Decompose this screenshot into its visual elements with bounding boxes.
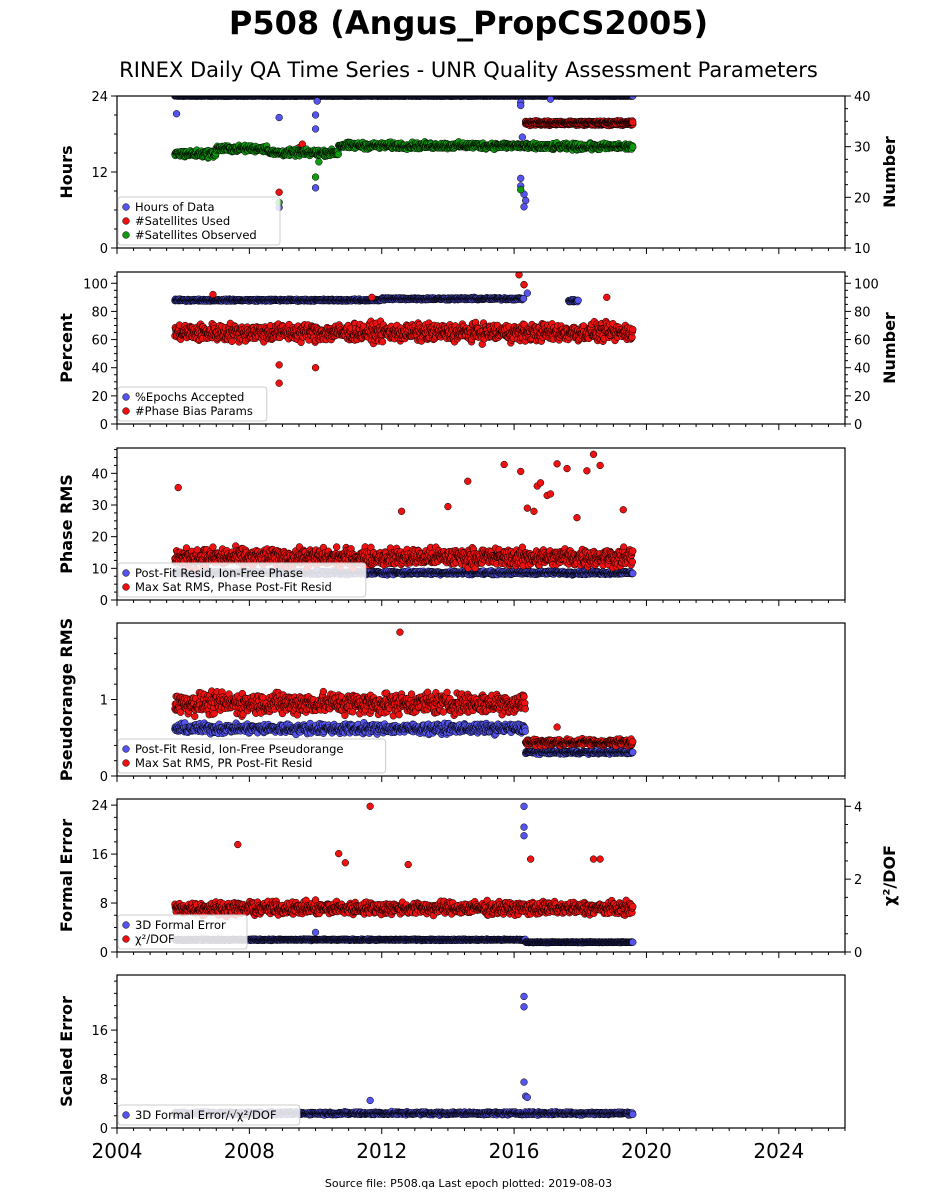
outlier-point: [311, 111, 320, 119]
data-point: [629, 143, 637, 151]
outlier-point: [311, 125, 320, 133]
legend-label: #Satellites Used: [135, 214, 230, 228]
y-tick-label: 80: [91, 305, 108, 320]
outlier-point: [520, 203, 528, 211]
data-point: [629, 325, 637, 334]
legend-hours: Hours of Data#Satellites Used#Satellites…: [117, 196, 281, 246]
outlier-point: [520, 281, 528, 289]
outlier-point: [517, 174, 525, 182]
legend-marker: [122, 217, 130, 225]
legend-marker: [122, 393, 130, 401]
y2-tick-label: 0: [854, 418, 862, 433]
series-hours-2: [171, 138, 637, 207]
y-tick-label: 12: [91, 166, 108, 181]
y2-tick-label: 30: [854, 141, 871, 156]
y2-tick-label: 20: [854, 191, 871, 206]
outlier-point: [275, 379, 283, 387]
page-subtitle: RINEX Daily QA Time Series - UNR Quality…: [119, 58, 818, 82]
y-tick-label: 0: [100, 418, 108, 433]
page-title: P508 (Angus_PropCS2005): [228, 4, 709, 42]
y2-tick-label: 60: [854, 334, 871, 349]
y2-tick-label: 10: [854, 242, 871, 257]
legend-label: #Satellites Observed: [135, 228, 257, 242]
y2-tick-label: 80: [854, 305, 871, 320]
data-point: [228, 337, 236, 346]
outlier-point: [315, 158, 323, 166]
series-percent-1: [171, 272, 637, 387]
y2-axis-label: Number: [880, 312, 899, 384]
series-hours-1: [275, 117, 637, 196]
panel-percent: 0 20 40 60 80 100 Percent 0 20 40 60 80 100 Number %Ep…: [57, 271, 899, 433]
outlier-point: [311, 364, 320, 372]
legend-label: Hours of Data: [135, 200, 215, 214]
outlier-point: [275, 361, 283, 369]
data-point: [574, 296, 582, 305]
y-tick-label: 40: [91, 362, 108, 377]
outlier-point: [311, 173, 320, 181]
data-point: [334, 150, 342, 158]
outlier-point: [368, 293, 376, 301]
y-tick-label: 0: [100, 242, 108, 257]
legend-percent: %Epochs Accepted#Phase Bias Params: [117, 386, 268, 422]
y-axis-label: Hours: [57, 145, 76, 198]
outlier-point: [517, 101, 525, 110]
outlier-point: [311, 184, 320, 192]
outlier-point: [546, 96, 555, 103]
outlier-point: [275, 188, 283, 196]
y2-axis-label: Number: [880, 136, 899, 208]
outlier-point: [172, 110, 181, 118]
y-tick-label: 60: [91, 334, 108, 349]
legend-marker: [122, 231, 130, 239]
y2-tick-label: 40: [854, 90, 871, 105]
points-percent: [171, 272, 637, 387]
data-point: [629, 118, 637, 126]
outlier-point: [523, 289, 531, 297]
y-tick-label: 100: [83, 277, 108, 292]
outlier-point: [313, 97, 321, 105]
legend-marker: [122, 407, 130, 415]
outlier-point: [603, 293, 611, 301]
y-axis-label: Percent: [57, 313, 76, 383]
legend-marker: [122, 203, 130, 211]
y2-tick-label: 100: [854, 277, 879, 292]
y-tick-label: 20: [91, 390, 108, 405]
legend-label: #Phase Bias Params: [135, 404, 253, 418]
series-percent-0: [171, 281, 582, 306]
outlier-point: [522, 196, 530, 205]
points-phase: [171, 450, 637, 579]
legend-label: %Epochs Accepted: [135, 390, 244, 404]
data-point: [378, 338, 387, 346]
outlier-point: [518, 133, 527, 141]
y2-tick-label: 40: [854, 362, 871, 377]
y2-tick-label: 20: [854, 390, 871, 405]
y-tick-label: 24: [91, 90, 108, 105]
points-hours: [171, 96, 637, 212]
outlier-point: [275, 113, 283, 122]
outlier-point: [517, 186, 525, 194]
outlier-point: [209, 290, 217, 299]
